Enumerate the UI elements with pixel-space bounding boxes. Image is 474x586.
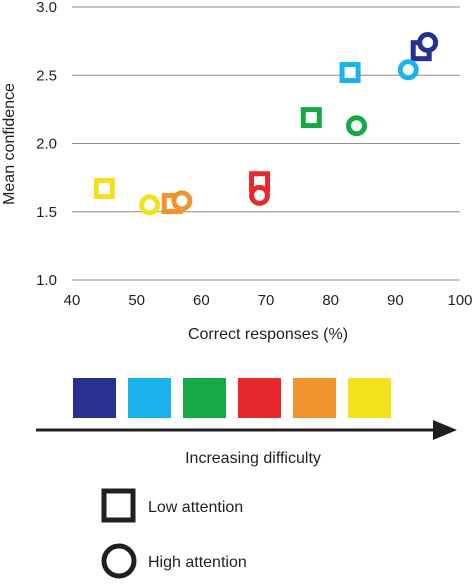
gridlines (72, 6, 460, 281)
legend-high-attention-label: High attention (148, 554, 247, 571)
y-tick-2: 2.0 (36, 136, 57, 153)
y-tick-4: 3.0 (36, 0, 57, 16)
x-tick-1: 50 (128, 292, 145, 309)
x-tick-0: 40 (64, 292, 81, 309)
high-attention-point-1 (171, 190, 193, 212)
difficulty-swatch-4 (293, 378, 336, 418)
difficulty-arrow-head (433, 420, 457, 440)
y-tick-1: 1.5 (36, 204, 57, 221)
difficulty-swatch-0 (73, 378, 116, 418)
difficulty-label: Increasing difficulty (185, 450, 321, 467)
low-attention-point-0 (93, 178, 115, 200)
x-tick-4: 80 (322, 292, 339, 309)
difficulty-swatch-5 (348, 378, 391, 418)
x-tick-3: 70 (258, 292, 275, 309)
high-attention-point-4 (397, 59, 419, 81)
difficulty-color-scale (73, 378, 391, 418)
difficulty-swatch-2 (183, 378, 226, 418)
low-attention-point-3 (300, 107, 322, 129)
x-axis-title: Correct responses (%) (188, 326, 348, 343)
high-attention-point-2 (249, 184, 271, 206)
difficulty-swatch-3 (238, 378, 281, 418)
data-points (93, 31, 439, 216)
x-tick-5: 90 (387, 292, 404, 309)
high-attention-point-3 (346, 115, 368, 137)
difficulty-swatch-1 (128, 378, 171, 418)
y-tick-3: 2.5 (36, 67, 57, 84)
x-tick-labels: 40 50 60 70 80 90 100 (64, 292, 473, 309)
legend-circle-icon (101, 543, 137, 579)
y-tick-0: 1.0 (36, 272, 57, 289)
low-attention-point-4 (339, 62, 361, 84)
high-attention-point-5 (417, 31, 439, 53)
high-attention-point-0 (139, 194, 161, 216)
x-tick-2: 60 (193, 292, 210, 309)
y-axis-title: Mean confidence (1, 83, 18, 205)
y-tick-labels: 1.0 1.5 2.0 2.5 3.0 (36, 0, 57, 289)
legend-square-icon (101, 488, 136, 523)
x-tick-6: 100 (447, 292, 472, 309)
legend-low-attention-label: Low attention (148, 499, 243, 516)
